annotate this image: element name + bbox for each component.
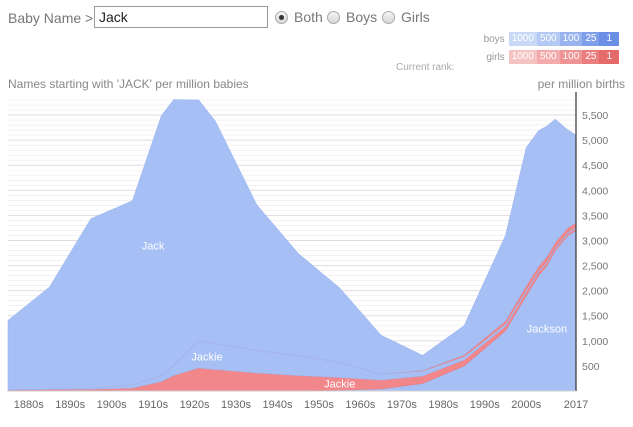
chart-title: Names starting with 'JACK' per million b… xyxy=(8,77,249,91)
boys-rank-1000: 1000 xyxy=(508,32,537,46)
area-label-jack: Jack xyxy=(142,241,165,253)
y-tick-label: 1,500 xyxy=(582,311,608,323)
boys-rank-25: 25 xyxy=(582,32,600,46)
x-tick-label: 1920s xyxy=(180,399,210,411)
y-tick-label: 3,500 xyxy=(582,210,608,222)
x-tick-label: 1900s xyxy=(97,399,127,411)
y-tick-label: 3,000 xyxy=(582,235,608,247)
boys-rank-legend: boys 1000 500 100 25 1 xyxy=(484,32,619,46)
radio-girls[interactable]: Girls xyxy=(382,9,430,25)
radio-boys[interactable]: Boys xyxy=(327,9,377,25)
radio-boys-icon[interactable] xyxy=(327,10,340,24)
girls-rank-legend: girls 1000 500 100 25 1 xyxy=(486,50,619,64)
x-tick-label: 2017 xyxy=(564,399,588,411)
y-tick-label: 2,000 xyxy=(582,286,608,298)
x-tick-label: 1990s xyxy=(470,399,500,411)
x-tick-label: 2000s xyxy=(511,399,541,411)
area-label-jackson: Jackson xyxy=(527,323,567,335)
x-tick-label: 1880s xyxy=(14,399,44,411)
x-tick-label: 1890s xyxy=(55,399,85,411)
baby-name-input[interactable] xyxy=(94,6,268,28)
boys-rank-1: 1 xyxy=(599,32,619,46)
x-tick-label: 1950s xyxy=(304,399,334,411)
x-tick-label: 1970s xyxy=(387,399,417,411)
y-tick-label: 2,500 xyxy=(582,261,608,273)
boys-rank-label: boys xyxy=(483,33,505,45)
y-tick-label: 5,500 xyxy=(582,110,608,122)
x-tick-label: 1910s xyxy=(138,399,168,411)
area-label-jackie: Jackie xyxy=(191,351,222,363)
x-tick-label: 1930s xyxy=(221,399,251,411)
y-tick-label: 1,000 xyxy=(582,336,608,348)
baby-name-label: Baby Name > xyxy=(8,10,94,26)
radio-both-label[interactable]: Both xyxy=(294,9,323,25)
y-tick-label: 4,500 xyxy=(582,160,608,172)
girls-rank-100: 100 xyxy=(559,50,583,64)
current-rank-label: Current rank: xyxy=(396,62,455,73)
radio-girls-label[interactable]: Girls xyxy=(401,9,430,25)
girls-rank-500: 500 xyxy=(536,50,560,64)
radio-both-icon[interactable] xyxy=(275,10,288,24)
girls-rank-1: 1 xyxy=(599,50,619,64)
y-unit-label: per million births xyxy=(537,77,625,91)
x-tick-label: 1980s xyxy=(428,399,458,411)
boys-rank-500: 500 xyxy=(536,32,560,46)
area-label-jackie: Jackie xyxy=(324,379,355,391)
x-tick-label: 1960s xyxy=(345,399,375,411)
radio-both[interactable]: Both xyxy=(275,9,323,25)
y-tick-label: 500 xyxy=(582,361,600,373)
girls-rank-25: 25 xyxy=(582,50,600,64)
y-tick-label: 5,000 xyxy=(582,135,608,147)
boys-rank-100: 100 xyxy=(559,32,583,46)
y-tick-label: 4,000 xyxy=(582,185,608,197)
radio-boys-label[interactable]: Boys xyxy=(346,9,378,25)
girls-rank-label: girls xyxy=(486,51,505,63)
girls-rank-1000: 1000 xyxy=(508,50,537,64)
radio-girls-icon[interactable] xyxy=(382,10,395,24)
x-tick-label: 1940s xyxy=(262,399,292,411)
